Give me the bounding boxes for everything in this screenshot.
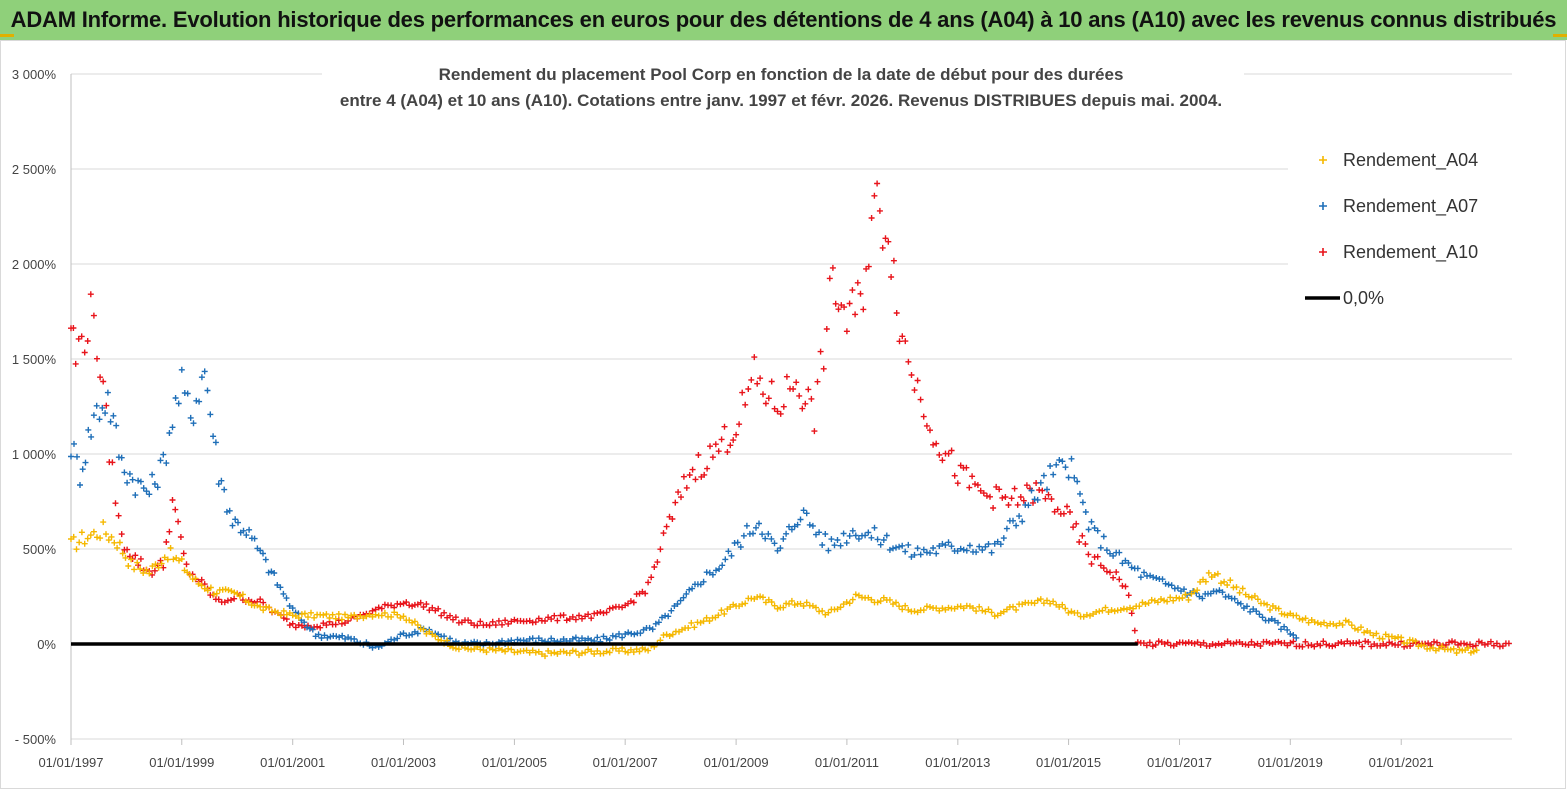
title-background: [322, 58, 1244, 122]
x-tick-label: 01/01/2001: [260, 755, 325, 770]
x-tick-label: 01/01/2009: [704, 755, 769, 770]
series-rendement-a04: [68, 519, 1480, 660]
report-banner: ADAM Informe. Evolution historique des p…: [0, 0, 1567, 40]
banner-edge-left: [0, 34, 14, 37]
y-tick-label: - 500%: [15, 732, 57, 747]
chart-canvas: 3 000% 2 500% 2 000% 1 500% 1 000% 500% 0% - 50…: [12, 58, 1516, 770]
x-tick-label: 01/01/1999: [149, 755, 214, 770]
banner-edge-right: [1553, 34, 1567, 37]
x-tick-label: 01/01/2017: [1147, 755, 1212, 770]
chart-frame: [0, 40, 1566, 789]
x-axis: 01/01/1997 01/01/1999 01/01/2001 01/01/2003…: [38, 739, 1434, 770]
y-tick-label: 1 000%: [12, 447, 57, 462]
banner-title: ADAM Informe. Evolution historique des p…: [10, 7, 1557, 32]
x-tick-label: 01/01/2015: [1036, 755, 1101, 770]
legend-background: [1288, 135, 1516, 317]
x-tick-label: 01/01/2021: [1369, 755, 1434, 770]
legend-label: Rendement_A07: [1343, 196, 1478, 217]
x-tick-label: 01/01/2011: [815, 755, 879, 770]
legend-label: 0,0%: [1343, 288, 1384, 308]
x-tick-label: 01/01/2003: [371, 755, 436, 770]
series-markers: [68, 180, 1512, 650]
legend-marker: [1319, 202, 1327, 210]
x-tick-label: 01/01/2007: [593, 755, 658, 770]
chart-title-line2: entre 4 (A04) et 10 ans (A10). Cotations…: [340, 91, 1222, 110]
y-tick-label: 500%: [23, 542, 57, 557]
legend-marker: [1319, 248, 1327, 256]
x-tick-label: 01/01/2005: [482, 755, 547, 770]
y-tick-label: 3 000%: [12, 67, 57, 82]
legend: Rendement_A04 Rendement_A07 Rendement_A10 0…: [1288, 135, 1516, 317]
y-tick-label: 1 500%: [12, 352, 57, 367]
series-markers: [68, 366, 1300, 651]
y-tick-label: 2 500%: [12, 162, 57, 177]
legend-label: Rendement_A04: [1343, 150, 1478, 171]
chart-title-line1: Rendement du placement Pool Corp en fonc…: [439, 65, 1124, 84]
series-layer: [68, 180, 1512, 660]
series-rendement-a10: [68, 180, 1512, 650]
series-markers: [68, 519, 1480, 660]
y-tick-label: 2 000%: [12, 257, 57, 272]
x-tick-label: 01/01/2013: [925, 755, 990, 770]
legend-label: Rendement_A10: [1343, 242, 1478, 263]
series-rendement-a07: [68, 366, 1300, 651]
y-tick-label: 0%: [37, 637, 56, 652]
x-tick-label: 01/01/2019: [1258, 755, 1323, 770]
legend-marker: [1319, 156, 1327, 164]
x-tick-label: 01/01/1997: [38, 755, 103, 770]
y-axis: 3 000% 2 500% 2 000% 1 500% 1 000% 500% 0% - 50…: [12, 67, 72, 747]
grid-lines: [71, 73, 1512, 740]
